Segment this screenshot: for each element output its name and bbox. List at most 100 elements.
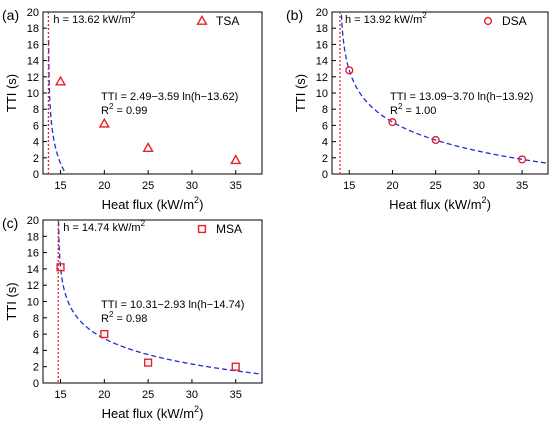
y-axis-label: TTI (s) [293, 74, 308, 112]
y-tick-label: 16 [316, 39, 328, 51]
x-axis-label-end: ) [199, 197, 203, 212]
data-point [345, 66, 354, 75]
x-axis-label: Heat flux (kW/m2) [389, 195, 491, 212]
fit-equation-expr: 2.49−3.59 ln(h−13.62) [130, 91, 238, 103]
y-tick-label: 6 [33, 120, 39, 132]
fit-equation-expr: 13.09−3.70 ln(h−13.92) [419, 91, 533, 103]
y-axis-label: TTI (s) [4, 74, 19, 112]
y-tick-label: 12 [316, 72, 328, 84]
y-tick-label: 2 [322, 153, 328, 165]
legend-marker [197, 224, 207, 234]
critical-flux-label: h = 14.74 kW/m2 [63, 219, 145, 234]
r-squared: R2 = 0.99 [101, 102, 147, 117]
x-axis-label-text: Heat flux (kW/m [102, 406, 194, 421]
r-squared-sup: 2 [109, 102, 114, 111]
legend-label: DSA [502, 14, 527, 28]
data-point [388, 118, 397, 127]
y-tick-label: 8 [322, 104, 328, 116]
y-tick-label: 18 [27, 231, 39, 243]
x-tick-label: 35 [230, 180, 242, 192]
x-tick-label: 30 [186, 389, 198, 401]
y-tick-label: 0 [322, 169, 328, 181]
r-squared-value: = 1.00 [402, 105, 436, 117]
y-tick-label: 0 [33, 169, 39, 181]
y-tick-label: 18 [316, 23, 328, 35]
critical-flux-label: h = 13.62 kW/m2 [53, 11, 135, 26]
legend: DSA [483, 14, 527, 28]
x-axis-label-sup: 2 [194, 195, 199, 205]
x-tick-label: 20 [98, 180, 110, 192]
x-tick-label: 30 [473, 180, 485, 192]
critical-flux-label-sup: 2 [141, 219, 146, 228]
r-squared-value: = 0.98 [113, 313, 147, 325]
x-axis-label-text: Heat flux (kW/m [389, 197, 481, 212]
x-tick-label: 35 [230, 389, 242, 401]
legend-label: TSA [216, 14, 239, 28]
y-tick-label: 6 [33, 329, 39, 341]
r-squared-sup: 2 [109, 310, 114, 319]
r-squared-value: = 0.99 [113, 105, 147, 117]
fit-equation: TTI = 10.31−2.93 ln(h−14.74) [101, 299, 244, 311]
legend-marker [483, 16, 493, 26]
y-tick-label: 4 [322, 137, 328, 149]
critical-flux-label-text: h = 13.92 kW/m [345, 14, 422, 26]
y-tick-label: 2 [33, 362, 39, 374]
y-tick-label: 4 [33, 345, 39, 357]
x-axis-label-end: ) [487, 197, 491, 212]
y-tick-label: 10 [316, 88, 328, 100]
data-point [431, 135, 440, 145]
fit-curve [47, 40, 67, 174]
y-tick-label: 12 [27, 72, 39, 84]
data-point [230, 154, 242, 165]
y-axis-label: TTI (s) [4, 282, 19, 320]
panel-label: (a) [2, 7, 19, 23]
fit-curve [340, 12, 548, 164]
critical-flux-label-text: h = 13.62 kW/m [53, 14, 130, 26]
legend: MSA [197, 222, 242, 236]
x-axis-label: Heat flux (kW/m2) [102, 404, 204, 421]
panel-label: (b) [286, 7, 303, 23]
critical-flux-label-sup: 2 [422, 11, 427, 20]
x-tick-label: 25 [142, 180, 154, 192]
r-squared-prefix: R [101, 313, 109, 325]
x-tick-label: 25 [430, 180, 442, 192]
y-tick-label: 14 [27, 56, 39, 68]
x-tick-label: 15 [54, 180, 66, 192]
fit-equation-prefix: TTI = [390, 91, 419, 103]
critical-flux-label-text: h = 14.74 kW/m [63, 222, 140, 234]
x-tick-label: 20 [386, 180, 398, 192]
data-point [56, 263, 65, 272]
y-tick-label: 4 [33, 137, 39, 149]
r-squared-prefix: R [390, 105, 398, 117]
chart-panel: (c) 0 2 4 6 8 10 12 14 16 18 20 15 20 25 30 35 Heat flux … [2, 215, 263, 421]
fit-equation-expr: 10.31−2.93 ln(h−14.74) [130, 299, 244, 311]
x-axis-label: Heat flux (kW/m2) [102, 195, 204, 212]
y-tick-label: 16 [27, 248, 39, 260]
y-tick-label: 18 [27, 23, 39, 35]
y-tick-label: 14 [27, 264, 39, 276]
plot-area [47, 12, 242, 174]
y-tick-label: 10 [27, 297, 39, 309]
critical-flux-label: h = 13.92 kW/m2 [345, 11, 427, 26]
x-axis-label-sup: 2 [482, 195, 487, 205]
y-tick-label: 20 [316, 7, 328, 19]
r-squared: R2 = 0.98 [101, 310, 147, 325]
data-point [231, 362, 240, 371]
x-axis-label-sup: 2 [194, 404, 199, 414]
data-point [98, 117, 110, 128]
fit-equation-prefix: TTI = [101, 91, 130, 103]
y-tick-label: 20 [27, 7, 39, 19]
y-tick-label: 12 [27, 280, 39, 292]
legend-label: MSA [216, 222, 242, 236]
x-axis-label-text: Heat flux (kW/m [102, 197, 194, 212]
fit-equation-prefix: TTI = [101, 299, 130, 311]
fit-equation: TTI = 2.49−3.59 ln(h−13.62) [101, 91, 238, 103]
x-tick-label: 35 [516, 180, 528, 192]
data-point [142, 142, 154, 152]
y-tick-label: 8 [33, 313, 39, 325]
x-tick-label: 20 [98, 389, 110, 401]
x-tick-label: 15 [343, 180, 355, 192]
legend-marker [196, 14, 208, 25]
